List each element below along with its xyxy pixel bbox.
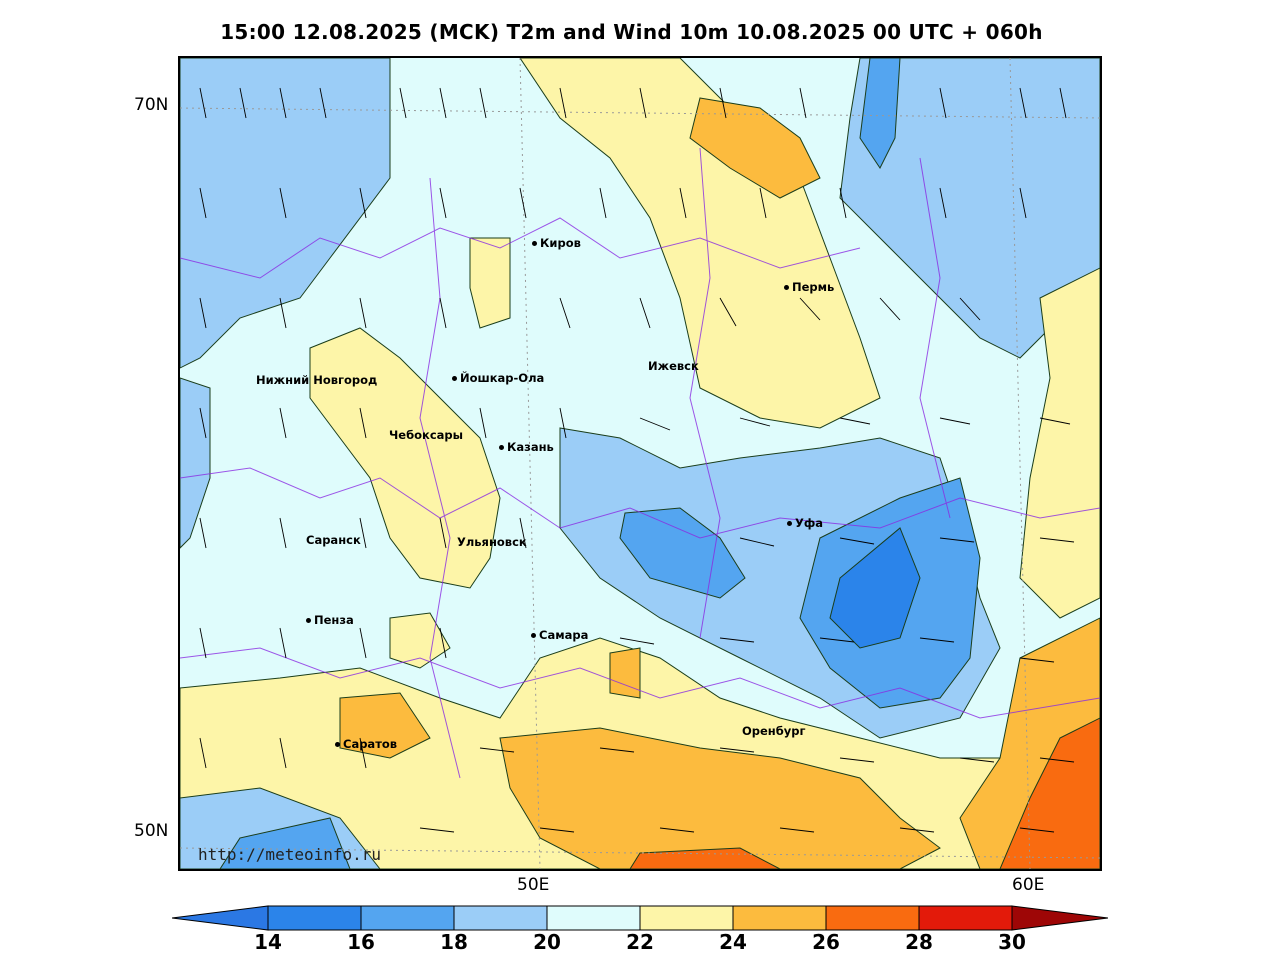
colorbar-tick-16: 16 [347,930,375,954]
city-marker [499,445,504,450]
city-ulyanovsk: Ульяновск [457,535,527,549]
colorbar-bin [267,905,362,931]
city-ufa: Уфа [787,516,823,530]
city-marker [335,742,340,747]
colorbar-tick-30: 30 [998,930,1026,954]
colorbar-bin [825,905,920,931]
city-marker [787,521,792,526]
city-marker [531,633,536,638]
city-saransk: Саранск [306,533,361,547]
colorbar-bin [453,905,548,931]
colorbar-tick-14: 14 [254,930,282,954]
source-credit: http://meteoinfo.ru [198,845,382,864]
city-kazan: Казань [499,440,554,454]
city-samara: Самара [531,628,588,642]
city-perm: Пермь [784,280,834,294]
colorbar-tick-26: 26 [812,930,840,954]
colorbar-bin [639,905,734,931]
colorbar-tick-20: 20 [533,930,561,954]
city-marker [532,241,537,246]
colorbar-tick-22: 22 [626,930,654,954]
colorbar-bin [546,905,641,931]
colorbar-tick-28: 28 [905,930,933,954]
city-kirov: Киров [532,236,581,250]
lon-label-60e: 60E [1012,875,1045,895]
city-marker [452,376,457,381]
colorbar-tick-24: 24 [719,930,747,954]
city-nizhny-novgorod: Нижний Новгород [256,373,378,387]
lat-label-50n: 50N [134,821,169,841]
colorbar-bin [918,905,1013,931]
temperature-colorbar [172,905,1108,931]
city-marker [784,285,789,290]
city-cheboksary: Чебоксары [389,428,464,442]
colorbar-extend-high [1011,905,1108,931]
lon-label-50e: 50E [517,875,550,895]
colorbar-tick-18: 18 [440,930,468,954]
colorbar-bin [732,905,827,931]
city-orenburg: Оренбург [742,724,806,738]
colorbar-bin [360,905,455,931]
city-izhevsk: Ижевск [648,359,699,373]
map-panel: Киров Пермь Нижний Новгород Йошкар-Ола И… [178,56,1102,871]
colorbar-extend-low [172,905,269,931]
lat-label-70n: 70N [134,95,169,115]
map-title: 15:00 12.08.2025 (MCK) T2m and Wind 10m … [220,20,1043,44]
city-penza: Пенза [306,613,354,627]
city-marker [306,618,311,623]
temperature-field [180,58,1100,869]
city-saratov: Саратов [335,737,397,751]
city-yoshkar-ola: Йошкар-Ола [452,371,544,385]
